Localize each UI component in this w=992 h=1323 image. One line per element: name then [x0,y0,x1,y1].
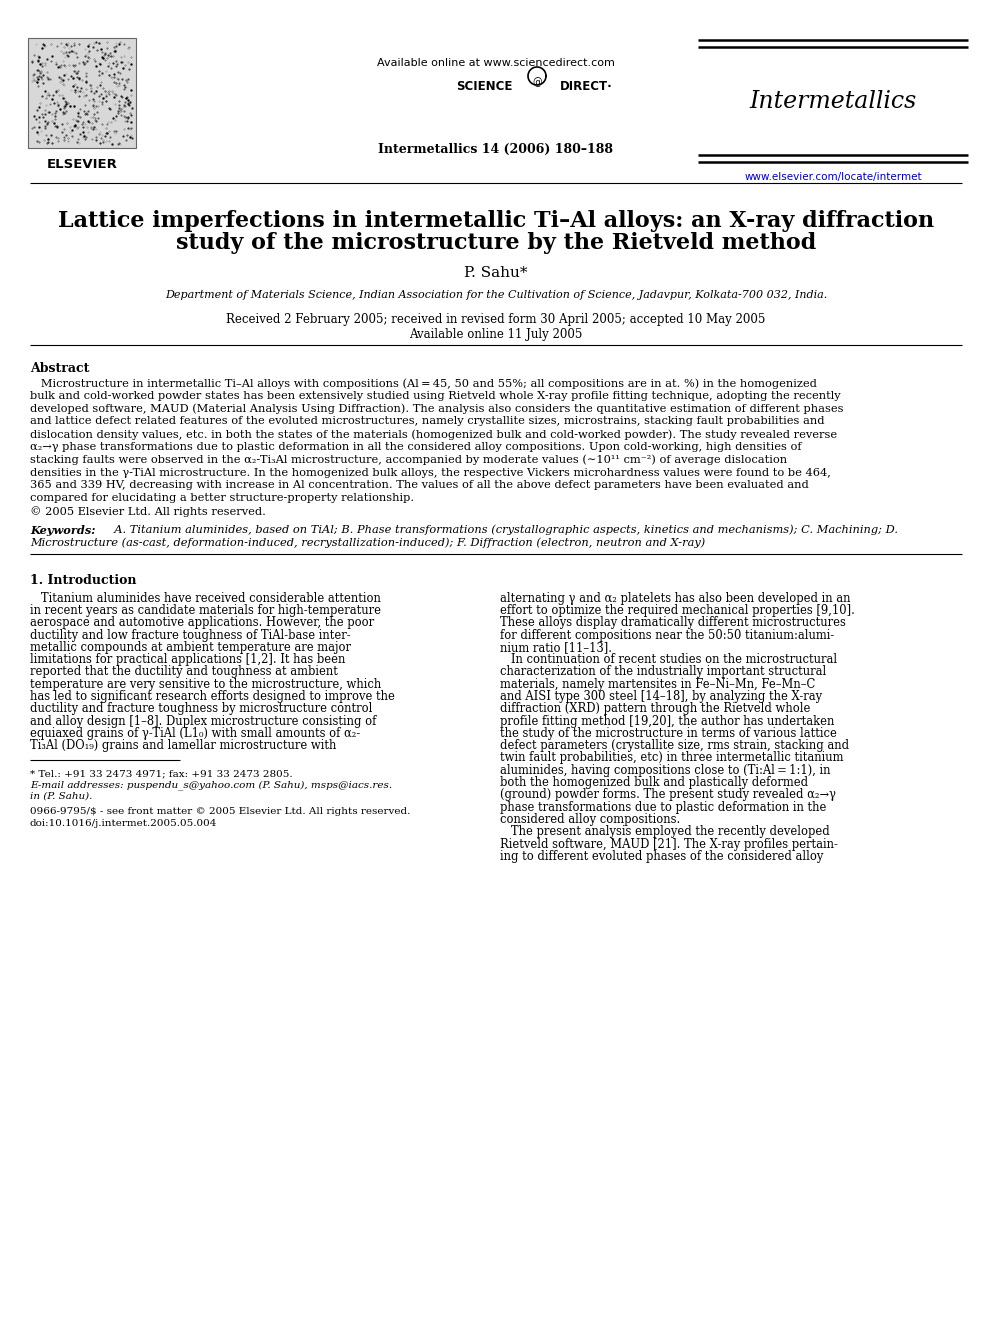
Text: Intermetallics: Intermetallics [749,90,917,112]
Text: Department of Materials Science, Indian Association for the Cultivation of Scien: Department of Materials Science, Indian … [165,290,827,300]
Text: and AISI type 300 steel [14–18], by analyzing the X-ray: and AISI type 300 steel [14–18], by anal… [500,691,822,703]
Text: Microstructure in intermetallic Ti–Al alloys with compositions (Al = 45, 50 and : Microstructure in intermetallic Ti–Al al… [30,378,816,389]
Text: SCIENCE: SCIENCE [456,79,513,93]
Text: α₂→γ phase transformations due to plastic deformation in all the considered allo: α₂→γ phase transformations due to plasti… [30,442,802,452]
Text: Microstructure (as-cast, deformation-induced, recrystallization-induced); F. Dif: Microstructure (as-cast, deformation-ind… [30,537,705,548]
Text: ductility and fracture toughness by microstructure control: ductility and fracture toughness by micr… [30,703,372,716]
Text: equiaxed grains of γ-TiAl (L1₀) with small amounts of α₂-: equiaxed grains of γ-TiAl (L1₀) with sma… [30,726,360,740]
Text: defect parameters (crystallite size, rms strain, stacking and: defect parameters (crystallite size, rms… [500,740,849,753]
Text: Abstract: Abstract [30,363,89,374]
Text: stacking faults were observed in the α₂-Ti₃Al microstructure, accompanied by mod: stacking faults were observed in the α₂-… [30,455,787,466]
Text: © 2005 Elsevier Ltd. All rights reserved.: © 2005 Elsevier Ltd. All rights reserved… [30,505,266,517]
Text: Rietveld software, MAUD [21]. The X-ray profiles pertain-: Rietveld software, MAUD [21]. The X-ray … [500,837,838,851]
Text: Keywords:: Keywords: [30,525,95,536]
Text: DIRECT·: DIRECT· [560,79,613,93]
Text: profile fitting method [19,20], the author has undertaken: profile fitting method [19,20], the auth… [500,714,834,728]
Text: (ground) powder forms. The present study revealed α₂→γ: (ground) powder forms. The present study… [500,789,836,802]
Text: the study of the microstructure in terms of various lattice: the study of the microstructure in terms… [500,726,837,740]
Text: limitations for practical applications [1,2]. It has been: limitations for practical applications [… [30,654,345,665]
Text: aluminides, having compositions close to (Ti:Al = 1:1), in: aluminides, having compositions close to… [500,763,830,777]
Text: diffraction (XRD) pattern through the Rietveld whole: diffraction (XRD) pattern through the Ri… [500,703,810,716]
Text: * Tel.: +91 33 2473 4971; fax: +91 33 2473 2805.: * Tel.: +91 33 2473 4971; fax: +91 33 24… [30,770,293,778]
Text: considered alloy compositions.: considered alloy compositions. [500,814,681,826]
Text: twin fault probabilities, etc) in three intermetallic titanium: twin fault probabilities, etc) in three … [500,751,843,765]
Text: for different compositions near the 50:50 titanium:alumi-: for different compositions near the 50:5… [500,628,834,642]
Text: Received 2 February 2005; received in revised form 30 April 2005; accepted 10 Ma: Received 2 February 2005; received in re… [226,314,766,325]
Text: Intermetallics 14 (2006) 180–188: Intermetallics 14 (2006) 180–188 [379,143,613,156]
Text: The present analysis employed the recently developed: The present analysis employed the recent… [500,826,829,839]
Text: nium ratio [11–13].: nium ratio [11–13]. [500,640,612,654]
Text: materials, namely martensites in Fe–Ni–Mn, Fe–Mn–C: materials, namely martensites in Fe–Ni–M… [500,677,815,691]
Text: dislocation density values, etc. in both the states of the materials (homogenize: dislocation density values, etc. in both… [30,429,837,439]
Text: effort to optimize the required mechanical properties [9,10].: effort to optimize the required mechanic… [500,603,855,617]
Text: www.elsevier.com/locate/intermet: www.elsevier.com/locate/intermet [744,172,922,183]
Text: Titanium aluminides have received considerable attention: Titanium aluminides have received consid… [30,591,381,605]
Text: study of the microstructure by the Rietveld method: study of the microstructure by the Rietv… [176,232,816,254]
Text: Available online at www.sciencedirect.com: Available online at www.sciencedirect.co… [377,58,615,67]
Text: and lattice defect related features of the evoluted microstructures, namely crys: and lattice defect related features of t… [30,417,824,426]
Text: ductility and low fracture toughness of TiAl-base inter-: ductility and low fracture toughness of … [30,628,350,642]
Text: in (P. Sahu).: in (P. Sahu). [30,791,92,800]
Text: both the homogenized bulk and plastically deformed: both the homogenized bulk and plasticall… [500,777,808,789]
Text: ing to different evoluted phases of the considered alloy: ing to different evoluted phases of the … [500,849,823,863]
Text: P. Sahu*: P. Sahu* [464,266,528,280]
Text: temperature are very sensitive to the microstructure, which: temperature are very sensitive to the mi… [30,677,381,691]
Text: aerospace and automotive applications. However, the poor: aerospace and automotive applications. H… [30,617,374,630]
Text: 0966-9795/$ - see front matter © 2005 Elsevier Ltd. All rights reserved.: 0966-9795/$ - see front matter © 2005 El… [30,807,411,816]
Text: A. Titanium aluminides, based on TiAl; B. Phase transformations (crystallographi: A. Titanium aluminides, based on TiAl; B… [107,525,898,536]
Text: E-mail addresses: puspendu_s@yahoo.com (P. Sahu), msps@iacs.res.: E-mail addresses: puspendu_s@yahoo.com (… [30,781,392,790]
Text: 1. Introduction: 1. Introduction [30,574,137,586]
Text: 365 and 339 HV, decreasing with increase in Al concentration. The values of all : 365 and 339 HV, decreasing with increase… [30,480,808,491]
Text: in recent years as candidate materials for high-temperature: in recent years as candidate materials f… [30,603,381,617]
Text: doi:10.1016/j.intermet.2005.05.004: doi:10.1016/j.intermet.2005.05.004 [30,819,217,827]
Text: metallic compounds at ambient temperature are major: metallic compounds at ambient temperatur… [30,640,351,654]
Text: @: @ [532,77,542,87]
Text: characterization of the industrially important structural: characterization of the industrially imp… [500,665,826,679]
Text: reported that the ductility and toughness at ambient: reported that the ductility and toughnes… [30,665,338,679]
Text: Lattice imperfections in intermetallic Ti–Al alloys: an X-ray diffraction: Lattice imperfections in intermetallic T… [58,210,934,232]
Text: bulk and cold-worked powder states has been extensively studied using Rietveld w: bulk and cold-worked powder states has b… [30,390,840,401]
Bar [28,38,136,148]
Text: has led to significant research efforts designed to improve the: has led to significant research efforts … [30,691,395,703]
Text: and alloy design [1–8]. Duplex microstructure consisting of: and alloy design [1–8]. Duplex microstru… [30,714,376,728]
Text: alternating γ and α₂ platelets has also been developed in an: alternating γ and α₂ platelets has also … [500,591,850,605]
Text: In continuation of recent studies on the microstructural: In continuation of recent studies on the… [500,654,837,665]
Text: ELSEVIER: ELSEVIER [47,157,117,171]
Text: Available online 11 July 2005: Available online 11 July 2005 [410,328,582,341]
Text: These alloys display dramatically different microstructures: These alloys display dramatically differ… [500,617,846,630]
Text: compared for elucidating a better structure-property relationship.: compared for elucidating a better struct… [30,493,414,503]
Text: Ti₃Al (DO₁₉) grains and lamellar microstructure with: Ti₃Al (DO₁₉) grains and lamellar microst… [30,740,336,753]
Text: densities in the γ-TiAl microstructure. In the homogenized bulk alloys, the resp: densities in the γ-TiAl microstructure. … [30,467,831,478]
Text: phase transformations due to plastic deformation in the: phase transformations due to plastic def… [500,800,826,814]
Text: developed software, MAUD (Material Analysis Using Diffraction). The analysis als: developed software, MAUD (Material Analy… [30,404,843,414]
